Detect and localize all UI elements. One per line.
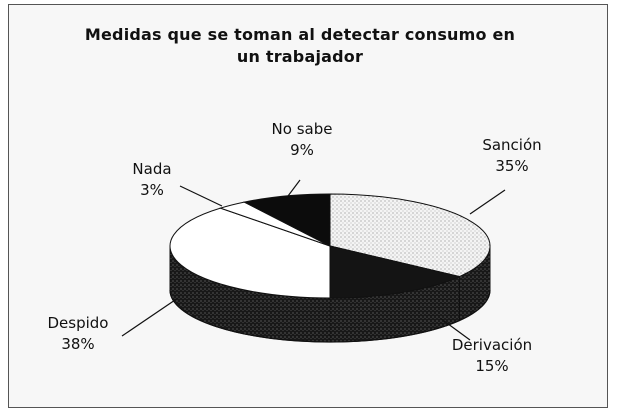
slice-label-no-sabe: No sabe [272, 120, 333, 138]
leader-line-despido [121, 297, 179, 337]
pie-slice-derivaci-n [329, 245, 461, 299]
pie-tops [169, 193, 491, 299]
pie-leaders [121, 179, 506, 341]
chart-title-line2: un trabajador [236, 47, 364, 66]
chart-title-line1: Medidas que se toman al detectar consumo… [84, 25, 516, 44]
slice-label-nada: Nada [132, 160, 171, 178]
pie-labels: Sanción 35% Derivación 15% Despido 38% Nada 3% N… [48, 120, 542, 375]
slice-value-derivaci-n: 15% [475, 357, 508, 375]
chart-title: Medidas que se toman al detectar consumo… [40, 24, 560, 68]
slice-label-despido: Despido [48, 314, 109, 332]
slice-label-sanci-n: Sanción [482, 136, 541, 154]
slice-value-despido: 38% [61, 335, 94, 353]
leader-line-sanci-n [469, 189, 506, 215]
pie-bottom-rim [169, 289, 491, 343]
leader-line-derivaci-n [439, 317, 471, 341]
pie-slice-despido [169, 207, 331, 299]
pie-slice-sanci-n [329, 193, 491, 278]
leader-line-no-sabe [287, 179, 301, 197]
leader-line-nada [179, 185, 223, 207]
slice-value-nada: 3% [140, 181, 164, 199]
slice-label-derivaci-n: Derivación [452, 336, 532, 354]
pie-slice-no-sabe [242, 193, 331, 247]
slice-value-no-sabe: 9% [290, 141, 314, 159]
slice-value-sanci-n: 35% [495, 157, 528, 175]
